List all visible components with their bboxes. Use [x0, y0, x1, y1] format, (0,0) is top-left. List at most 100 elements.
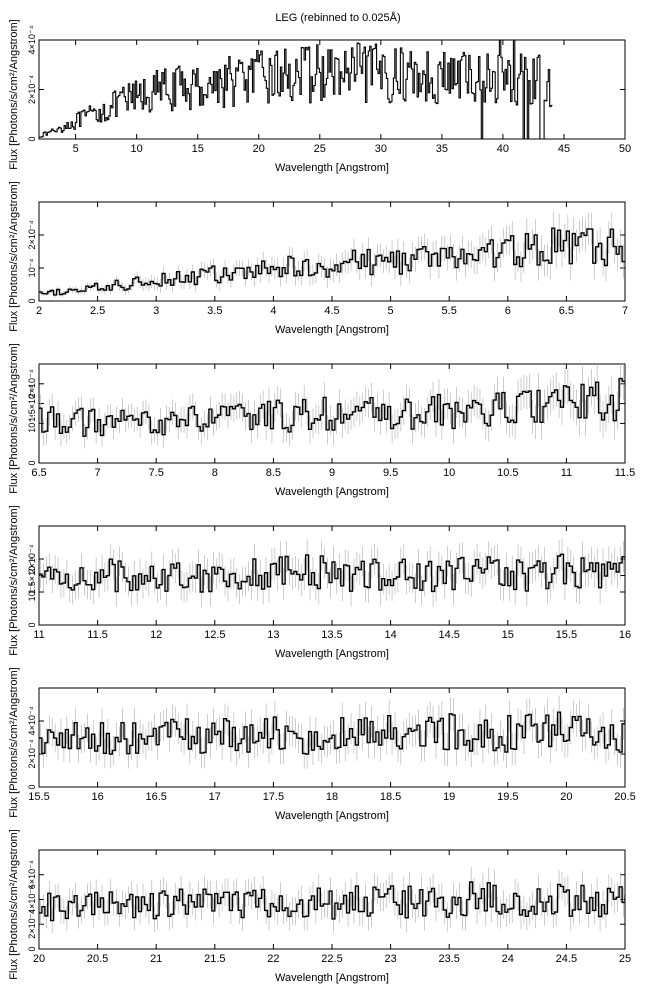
x-tick-label: 23.5 — [438, 953, 459, 965]
series-line — [39, 711, 625, 755]
x-tick-label: 14 — [384, 629, 396, 641]
x-tick-label: 18 — [326, 791, 338, 803]
y-tick-label: 0 — [27, 946, 37, 951]
x-axis-label: Wavelength [Angstrom] — [275, 648, 389, 660]
x-axis-label: Wavelength [Angstrom] — [275, 810, 389, 822]
chart-panel-1: 5 10 15 20 25 30 35 40 45 50 0 2×10⁻⁴ 4×10⁻⁴ Waveleng… — [8, 19, 631, 174]
x-tick-label: 30 — [375, 143, 387, 155]
x-tick-label: 20 — [560, 791, 572, 803]
y-tick-label: 0 — [27, 136, 37, 141]
x-tick-label: 19.5 — [497, 791, 518, 803]
x-tick-label: 8.5 — [266, 467, 281, 479]
y-tick-label: 2×10⁻⁴ — [27, 369, 37, 398]
y-axis-label: Flux [Photons/s/cm²/Angstrom] — [8, 181, 20, 331]
x-tick-label: 14.5 — [438, 629, 459, 641]
x-tick-label: 12.5 — [204, 629, 225, 641]
x-tick-label: 5 — [73, 143, 79, 155]
x-tick-label: 19 — [443, 791, 455, 803]
x-tick-label: 21 — [150, 953, 162, 965]
y-tick-label: 2×10⁻⁴ — [27, 220, 37, 249]
y-tick-label: 10⁻⁴ — [27, 414, 37, 433]
x-tick-label: 35 — [436, 143, 448, 155]
x-tick-label: 15 — [192, 143, 204, 155]
y-tick-label: 0 — [27, 784, 37, 789]
y-tick-label: 10⁻⁴ — [27, 259, 37, 278]
x-tick-label: 20 — [33, 953, 45, 965]
x-tick-label: 16 — [91, 791, 103, 803]
x-tick-label: 13.5 — [321, 629, 342, 641]
y-tick-label: 2×10⁻⁴ — [27, 739, 37, 768]
series-line — [39, 881, 625, 922]
x-axis-label: Wavelength [Angstrom] — [275, 972, 389, 984]
x-axis-label: Wavelength [Angstrom] — [275, 324, 389, 336]
y-tick-label: 0 — [27, 298, 37, 303]
x-tick-label: 22.5 — [321, 953, 342, 965]
chart-panel-2: 2 2.5 3 3.5 4 4.5 5 5.5 6 6.5 7 0 10⁻⁴ 2×10⁻⁴ Waveleng… — [8, 181, 628, 336]
series-line — [39, 553, 625, 593]
chart-panel-4: 11 11.5 12 12.5 13 13.5 14 14.5 15 15.5 16 0 10⁻⁴1.5… — [8, 505, 631, 660]
x-tick-label: 11 — [561, 467, 572, 479]
x-tick-label: 15 — [502, 629, 514, 641]
x-tick-label: 45 — [558, 143, 570, 155]
x-tick-label: 25 — [619, 953, 631, 965]
y-tick-label: 2×10⁻⁴ — [27, 75, 37, 104]
y-tick-label: 10⁻⁴ — [27, 583, 37, 602]
x-tick-label: 10 — [443, 467, 455, 479]
y-tick-label: 1.5×10⁻⁴ — [27, 557, 37, 594]
y-tick-label: 2×10⁻⁴ — [27, 910, 37, 939]
x-tick-label: 50 — [619, 143, 631, 155]
y-tick-label: 1.5×10⁻⁴ — [27, 385, 37, 422]
y-axis-label: Flux [Photons/s/cm²/Angstrom] — [8, 505, 20, 655]
y-tick-label: 6×10⁻⁴ — [27, 860, 37, 889]
x-axis-label: Wavelength [Angstrom] — [275, 162, 389, 174]
series-line — [39, 40, 553, 139]
x-tick-label: 11.5 — [615, 467, 636, 479]
x-tick-label: 21.5 — [204, 953, 225, 965]
y-axis-label: Flux [Photons/s/cm²/Angstrom] — [8, 19, 20, 169]
x-tick-label: 12 — [150, 629, 162, 641]
error-bars — [40, 364, 624, 449]
x-tick-label: 4 — [270, 305, 276, 317]
y-axis-label: Flux [Photons/s/cm²/Angstrom] — [8, 343, 20, 493]
x-tick-label: 16 — [619, 629, 631, 641]
x-tick-label: 40 — [497, 143, 509, 155]
y-tick-label: 0 — [27, 460, 37, 465]
y-tick-label: 4×10⁻⁴ — [27, 706, 37, 735]
y-tick-label: 2×10⁻⁴ — [27, 544, 37, 573]
x-tick-label: 6.5 — [31, 467, 46, 479]
x-tick-label: 24 — [502, 953, 514, 965]
chart-panel-5: 15.5 16 16.5 17 17.5 18 18.5 19 19.5 20 20.5 0 2×10⁻… — [8, 667, 636, 822]
x-tick-label: 5 — [388, 305, 394, 317]
x-tick-label: 15.5 — [28, 791, 49, 803]
x-tick-label: 5.5 — [442, 305, 457, 317]
x-tick-label: 13 — [267, 629, 279, 641]
chart-panel-3: 6.5 7 7.5 8 8.5 9 9.5 10 10.5 11 11.5 0 10⁻⁴1.5×10⁻⁴… — [8, 343, 635, 498]
x-tick-label: 3 — [153, 305, 159, 317]
y-tick-label: 0 — [27, 622, 37, 627]
x-axis-label: Wavelength [Angstrom] — [275, 486, 389, 498]
x-tick-label: 8 — [212, 467, 218, 479]
x-tick-label: 17 — [209, 791, 221, 803]
x-tick-label: 23 — [384, 953, 396, 965]
x-tick-label: 24.5 — [556, 953, 577, 965]
x-tick-label: 17.5 — [263, 791, 284, 803]
x-tick-label: 11 — [33, 629, 44, 641]
x-tick-label: 9 — [329, 467, 335, 479]
series-line — [39, 227, 625, 296]
x-tick-label: 20.5 — [87, 953, 108, 965]
x-tick-label: 10 — [131, 143, 143, 155]
x-tick-label: 20.5 — [614, 791, 635, 803]
error-bars — [40, 211, 624, 298]
x-tick-label: 7 — [622, 305, 628, 317]
x-tick-label: 15.5 — [556, 629, 577, 641]
x-tick-label: 10.5 — [497, 467, 518, 479]
x-tick-label: 2.5 — [90, 305, 105, 317]
x-tick-label: 2 — [36, 305, 42, 317]
x-tick-label: 25 — [314, 143, 326, 155]
x-tick-label: 3.5 — [207, 305, 222, 317]
y-tick-label: 4×10⁻⁴ — [27, 25, 37, 54]
y-axis-label: Flux [Photons/s/cm²/Angstrom] — [8, 667, 20, 817]
figure-title: LEG (rebinned to 0.025Å) — [275, 11, 400, 24]
x-tick-label: 4.5 — [324, 305, 339, 317]
